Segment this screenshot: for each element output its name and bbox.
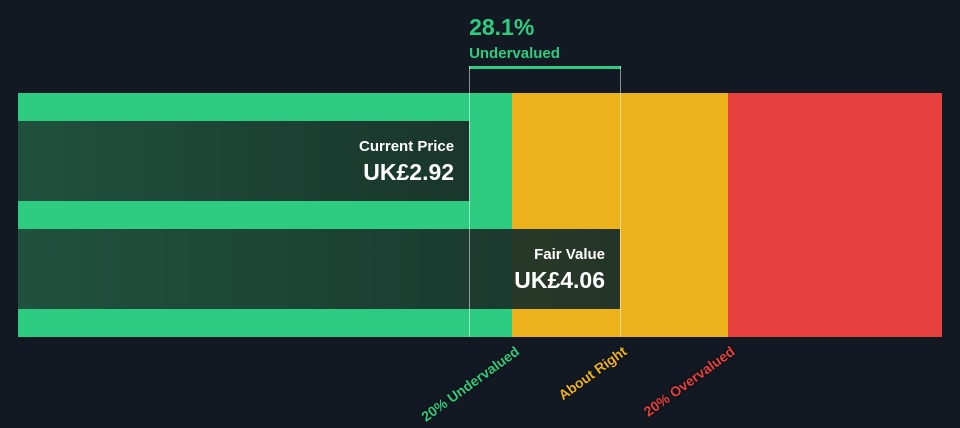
- difference-text: Undervalued: [469, 45, 560, 62]
- bracket-left-line: [469, 66, 471, 337]
- zone-overvalued: [727, 93, 942, 337]
- fair-value-value: UK£4.06: [514, 267, 605, 293]
- zone-label-overvalued: 20% Overvalued: [640, 343, 738, 420]
- fair-value-label: Fair Value UK£4.06: [514, 246, 605, 294]
- zone-label-undervalued: 20% Undervalued: [418, 343, 522, 425]
- fair-value-title: Fair Value: [534, 246, 605, 263]
- difference-percent: 28.1%: [469, 14, 535, 40]
- current-price-title: Current Price: [359, 138, 455, 155]
- zone-label-about-right: About Right: [555, 343, 630, 404]
- current-price-value: UK£2.92: [363, 159, 455, 185]
- fair-value-bar: [18, 229, 620, 309]
- difference-label: 28.1% Undervalued: [469, 14, 560, 62]
- current-price-label: Current Price UK£2.92: [359, 138, 454, 186]
- difference-bracket: [469, 66, 621, 69]
- current-price-bar: [18, 121, 470, 201]
- bracket-right-line: [620, 66, 621, 337]
